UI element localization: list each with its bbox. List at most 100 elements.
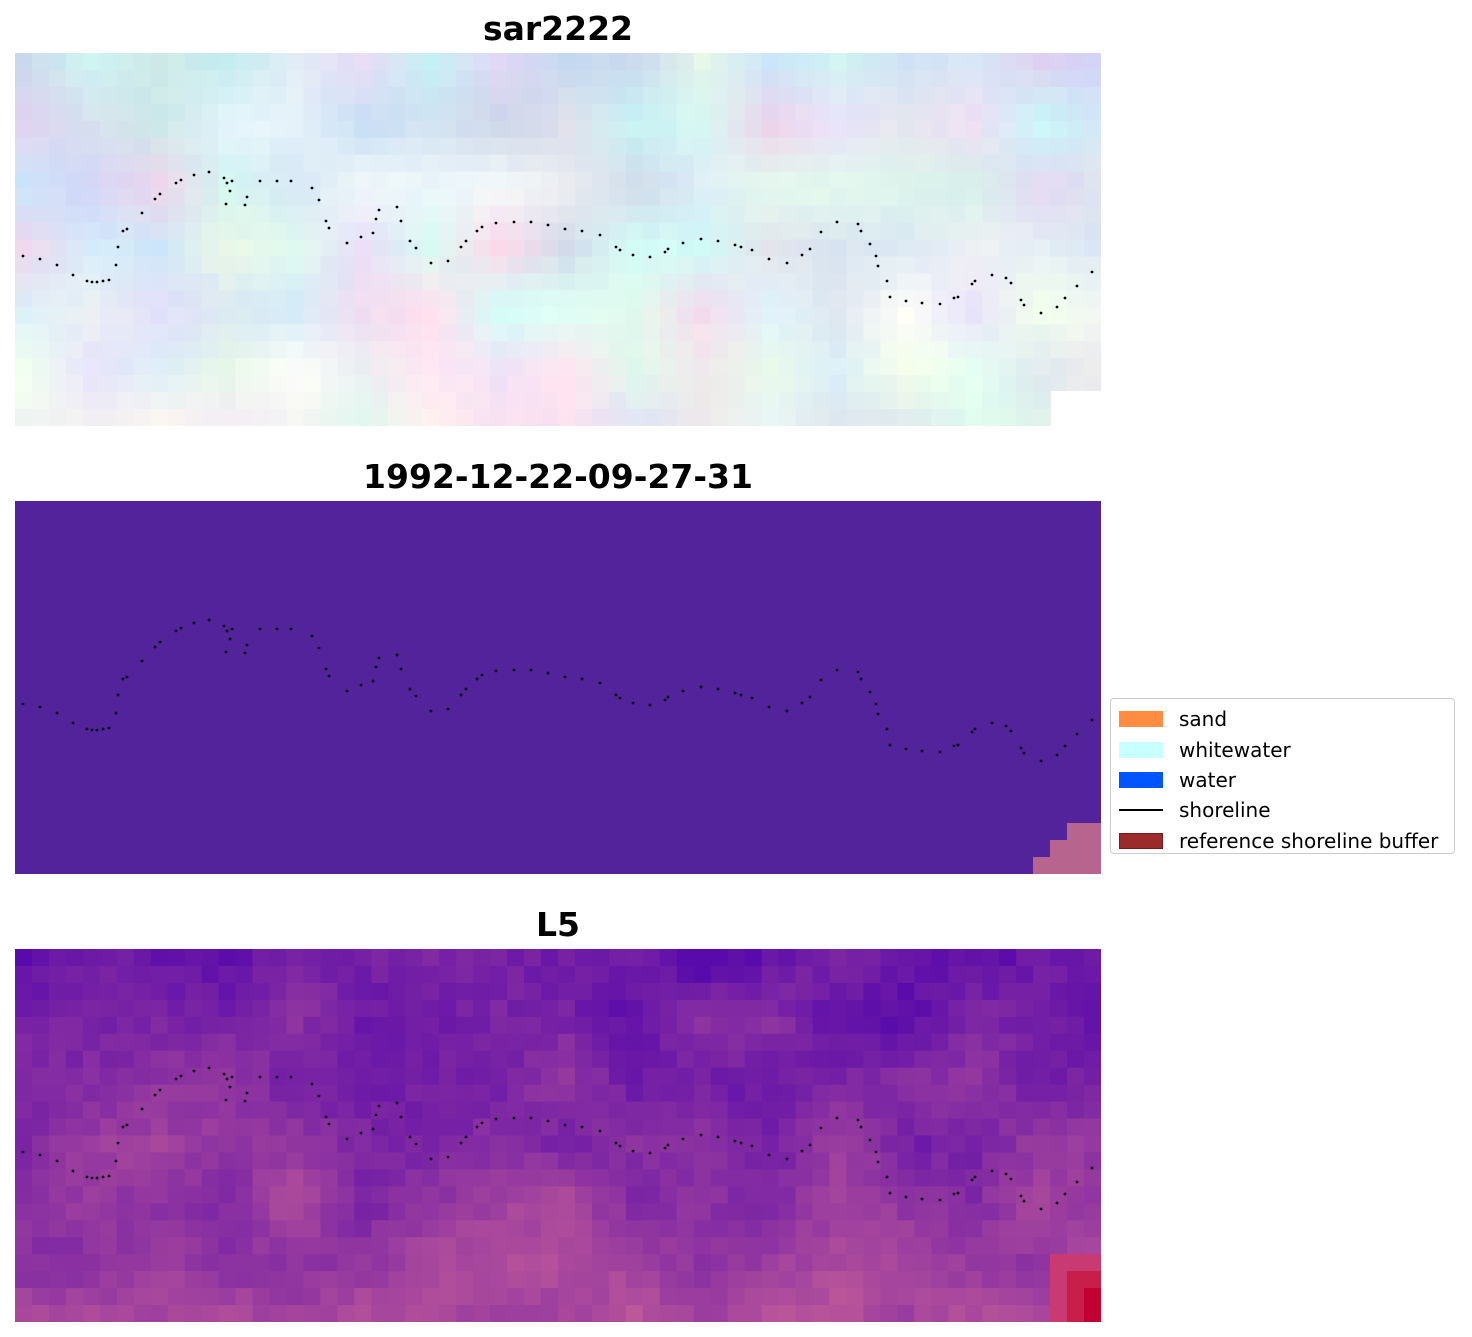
image-pixel bbox=[218, 1016, 237, 1035]
image-pixel bbox=[591, 1288, 610, 1306]
image-pixel bbox=[320, 409, 339, 426]
legend: sand whitewater water shoreline referenc… bbox=[1110, 698, 1455, 854]
image-pixel bbox=[48, 409, 67, 426]
image-pixel bbox=[829, 1305, 848, 1322]
image-pixel bbox=[1084, 239, 1101, 258]
image-pixel bbox=[235, 1033, 254, 1052]
image-pixel bbox=[761, 188, 780, 207]
image-pixel bbox=[303, 1084, 322, 1103]
image-pixel bbox=[1084, 341, 1101, 359]
image-pixel bbox=[337, 239, 355, 258]
image-pixel bbox=[439, 69, 457, 88]
image-pixel bbox=[710, 307, 729, 325]
image-pixel bbox=[507, 1186, 525, 1204]
image-pixel bbox=[727, 1305, 746, 1322]
shoreline-point bbox=[1055, 753, 1059, 757]
image-pixel bbox=[116, 1203, 135, 1221]
shoreline-point bbox=[874, 1150, 878, 1154]
image-pixel bbox=[439, 392, 457, 410]
image-pixel bbox=[320, 239, 339, 258]
image-pixel bbox=[999, 1237, 1017, 1255]
image-pixel bbox=[1033, 1271, 1051, 1289]
image-pixel bbox=[880, 290, 898, 308]
shoreline-point bbox=[666, 1143, 670, 1147]
image-pixel bbox=[574, 341, 593, 359]
image-pixel bbox=[1050, 86, 1068, 105]
image-pixel bbox=[1084, 154, 1101, 173]
image-pixel bbox=[371, 1203, 389, 1221]
image-pixel bbox=[320, 1067, 339, 1086]
image-pixel bbox=[15, 137, 33, 156]
image-pixel bbox=[490, 103, 508, 122]
shoreline-point bbox=[310, 1082, 314, 1086]
image-pixel bbox=[286, 188, 305, 207]
image-pixel bbox=[931, 409, 949, 426]
image-pixel bbox=[676, 1220, 695, 1238]
shoreline-trace bbox=[21, 170, 1094, 315]
image-pixel bbox=[863, 965, 882, 984]
image-pixel bbox=[167, 86, 186, 105]
image-pixel bbox=[269, 239, 288, 258]
image-pixel bbox=[931, 949, 949, 967]
image-pixel bbox=[269, 1271, 288, 1289]
image-pixel bbox=[150, 949, 169, 967]
shoreline-point bbox=[1009, 281, 1013, 285]
image-pixel bbox=[948, 409, 966, 426]
shoreline-point bbox=[1022, 1199, 1026, 1203]
image-pixel bbox=[490, 982, 508, 1001]
image-pixel bbox=[1050, 239, 1068, 258]
image-pixel bbox=[235, 222, 254, 241]
image-pixel bbox=[65, 392, 84, 410]
image-pixel bbox=[133, 1067, 152, 1086]
image-pixel bbox=[1033, 949, 1051, 967]
image-pixel bbox=[286, 53, 305, 71]
image-pixel bbox=[1033, 273, 1051, 291]
image-pixel bbox=[235, 188, 254, 207]
image-pixel bbox=[167, 137, 186, 156]
image-pixel bbox=[184, 256, 203, 275]
image-pixel bbox=[642, 256, 661, 275]
image-pixel bbox=[897, 1305, 915, 1322]
image-pixel bbox=[676, 290, 695, 308]
image-pixel bbox=[269, 1067, 288, 1086]
image-pixel bbox=[795, 1084, 814, 1103]
image-pixel bbox=[286, 103, 305, 122]
image-pixel bbox=[863, 1254, 882, 1272]
image-pixel bbox=[201, 999, 220, 1018]
image-pixel bbox=[1016, 1288, 1034, 1306]
image-pixel bbox=[591, 1050, 610, 1069]
image-pixel bbox=[693, 1220, 712, 1238]
image-pixel bbox=[880, 1254, 898, 1272]
image-pixel bbox=[659, 222, 678, 241]
image-pixel bbox=[507, 1271, 525, 1289]
image-pixel bbox=[693, 1101, 712, 1120]
image-pixel bbox=[48, 358, 67, 376]
image-pixel bbox=[320, 1101, 339, 1120]
image-pixel bbox=[405, 409, 423, 426]
image-pixel bbox=[65, 86, 84, 105]
image-pixel bbox=[473, 171, 491, 190]
image-pixel bbox=[676, 171, 695, 190]
image-pixel bbox=[982, 188, 1000, 207]
shoreline-point bbox=[21, 702, 25, 706]
image-pixel bbox=[320, 86, 339, 105]
image-pixel bbox=[574, 239, 593, 258]
image-pixel bbox=[982, 1135, 1000, 1154]
shoreline-point bbox=[666, 247, 670, 251]
image-pixel bbox=[829, 1288, 848, 1306]
image-pixel bbox=[727, 1203, 746, 1221]
image-pixel bbox=[558, 307, 576, 325]
image-pixel bbox=[727, 239, 746, 258]
image-pixel bbox=[235, 239, 254, 258]
image-pixel bbox=[778, 1220, 797, 1238]
image-pixel bbox=[761, 999, 780, 1018]
shoreline-point bbox=[107, 726, 111, 730]
image-pixel bbox=[625, 137, 644, 156]
image-pixel bbox=[456, 1237, 474, 1255]
image-pixel bbox=[982, 1016, 1000, 1035]
image-pixel bbox=[1050, 1050, 1068, 1069]
image-pixel bbox=[31, 307, 50, 325]
shoreline-point bbox=[429, 261, 433, 265]
image-pixel bbox=[201, 205, 220, 224]
image-pixel bbox=[320, 1186, 339, 1204]
